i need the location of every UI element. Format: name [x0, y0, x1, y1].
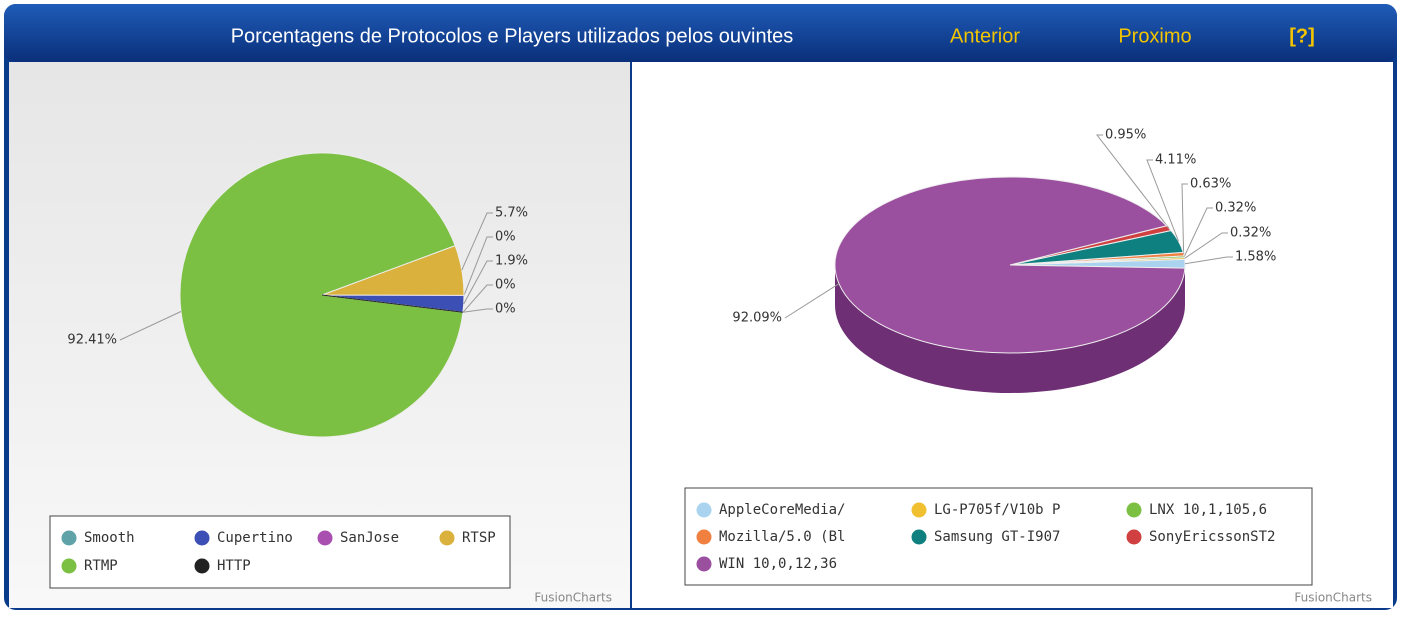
legend-label: SonyEricssonST2	[1149, 529, 1275, 545]
legend-label: Smooth	[84, 530, 135, 546]
legend-label: SanJose	[340, 530, 399, 546]
legend-icon	[1126, 529, 1142, 545]
legend-icon	[61, 558, 77, 574]
legend-icon	[911, 529, 927, 545]
data-label: 0.32%	[1215, 201, 1256, 216]
data-label: 0%	[495, 230, 516, 245]
data-label: 5.7%	[495, 206, 528, 221]
legend-icon	[1126, 502, 1142, 518]
data-label: 0%	[495, 278, 516, 293]
legend-icon	[439, 530, 455, 546]
legend-label: HTTP	[217, 558, 251, 574]
data-label: 0.32%	[1230, 226, 1271, 241]
legend-icon	[194, 530, 210, 546]
legend-label: Samsung GT-I907	[934, 529, 1060, 545]
legend-icon	[911, 502, 927, 518]
data-label: 0.63%	[1190, 177, 1231, 192]
legend-icon	[696, 529, 712, 545]
watermark: FusionCharts	[534, 591, 612, 605]
legend-icon	[61, 530, 77, 546]
legend-icon	[696, 556, 712, 572]
legend-label: LG-P705f/V10b P	[934, 502, 1060, 518]
watermark: FusionCharts	[1294, 591, 1372, 605]
legend-icon	[317, 530, 333, 546]
legend-icon	[194, 558, 210, 574]
legend-box	[50, 516, 510, 588]
legend-label: Cupertino	[217, 530, 293, 546]
legend-label: RTSP	[462, 530, 496, 546]
legend-label: LNX 10,1,105,6	[1149, 502, 1267, 518]
data-label: 1.9%	[495, 254, 528, 269]
data-label: 0%	[495, 302, 516, 317]
legend-label: WIN 10,0,12,36	[719, 556, 837, 572]
legend-label: RTMP	[84, 558, 118, 574]
next-link[interactable]: Proximo	[1118, 25, 1191, 47]
data-label: 4.11%	[1155, 153, 1196, 168]
data-label: 1.58%	[1235, 250, 1276, 265]
header-title: Porcentagens de Protocolos e Players uti…	[231, 25, 794, 47]
help-link[interactable]: [?]	[1289, 25, 1315, 47]
legend-label: Mozilla/5.0 (Bl	[719, 529, 845, 545]
legend-icon	[696, 502, 712, 518]
data-label: 92.41%	[67, 333, 117, 348]
legend-label: AppleCoreMedia/	[719, 502, 845, 518]
data-label: 0.95%	[1105, 128, 1146, 143]
prev-link[interactable]: Anterior	[950, 25, 1020, 47]
data-label: 92.09%	[732, 311, 782, 326]
